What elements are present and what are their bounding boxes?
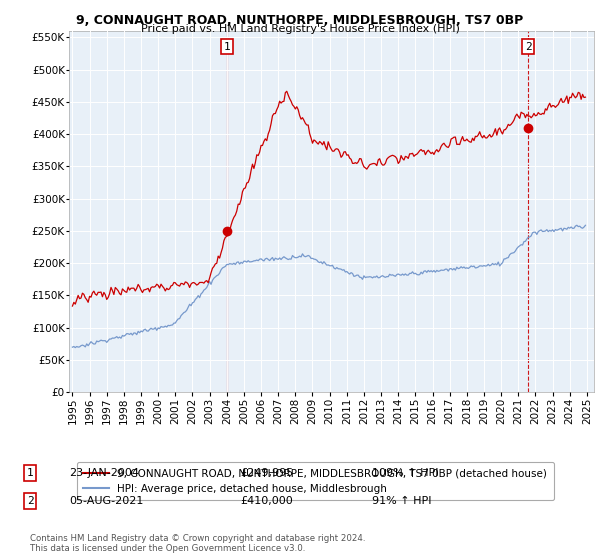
Text: Price paid vs. HM Land Registry's House Price Index (HPI): Price paid vs. HM Land Registry's House … (140, 24, 460, 34)
Legend: 9, CONNAUGHT ROAD, NUNTHORPE, MIDDLESBROUGH, TS7 0BP (detached house), HPI: Aver: 9, CONNAUGHT ROAD, NUNTHORPE, MIDDLESBRO… (77, 462, 554, 500)
Text: £249,995: £249,995 (240, 468, 293, 478)
Text: Contains HM Land Registry data © Crown copyright and database right 2024.
This d: Contains HM Land Registry data © Crown c… (30, 534, 365, 553)
Text: 2: 2 (26, 496, 34, 506)
Text: 109% ↑ HPI: 109% ↑ HPI (372, 468, 439, 478)
Text: £410,000: £410,000 (240, 496, 293, 506)
Text: 1: 1 (223, 41, 230, 52)
Text: 1: 1 (26, 468, 34, 478)
Text: 05-AUG-2021: 05-AUG-2021 (69, 496, 143, 506)
Text: 2: 2 (525, 41, 532, 52)
Text: 91% ↑ HPI: 91% ↑ HPI (372, 496, 431, 506)
Text: 9, CONNAUGHT ROAD, NUNTHORPE, MIDDLESBROUGH, TS7 0BP: 9, CONNAUGHT ROAD, NUNTHORPE, MIDDLESBRO… (76, 14, 524, 27)
Text: 23-JAN-2004: 23-JAN-2004 (69, 468, 139, 478)
